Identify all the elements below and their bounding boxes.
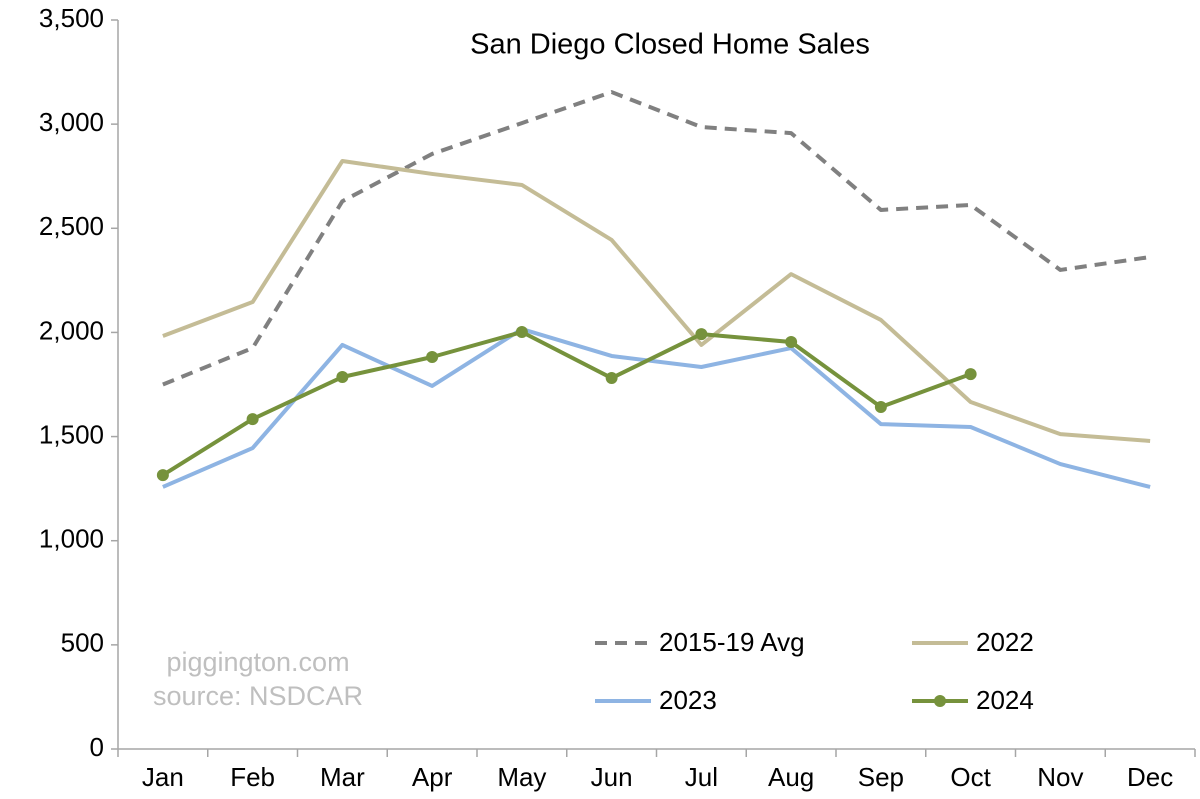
x-tick-label: Jan bbox=[142, 762, 184, 792]
annotation: piggington.com bbox=[166, 647, 349, 677]
legend-label: 2015-19 Avg bbox=[659, 627, 805, 657]
legend-label: 2024 bbox=[976, 685, 1034, 715]
y-tick-label: 500 bbox=[61, 628, 104, 658]
series-marker bbox=[156, 469, 169, 482]
y-tick-label: 1,500 bbox=[39, 419, 104, 449]
legend-label: 2023 bbox=[659, 685, 717, 715]
series-marker bbox=[336, 371, 349, 384]
annotation: source: NSDCAR bbox=[153, 681, 363, 711]
legend-label: 2022 bbox=[976, 627, 1034, 657]
y-tick-label: 1,000 bbox=[39, 524, 104, 554]
x-tick-label: Nov bbox=[1037, 762, 1083, 792]
x-tick-label: Feb bbox=[230, 762, 275, 792]
series-line bbox=[161, 330, 972, 477]
x-tick-label: May bbox=[497, 762, 546, 792]
y-tick-label: 2,000 bbox=[39, 315, 104, 345]
x-tick-label: Sep bbox=[858, 762, 904, 792]
series-line bbox=[162, 159, 1151, 443]
x-tick-label: Jul bbox=[685, 762, 718, 792]
series-marker bbox=[246, 413, 259, 426]
series-marker bbox=[695, 328, 708, 341]
series-marker bbox=[605, 372, 618, 385]
series-line bbox=[162, 90, 1151, 387]
x-tick-label: Aug bbox=[768, 762, 814, 792]
series-marker bbox=[964, 368, 977, 381]
chart-title: San Diego Closed Home Sales bbox=[470, 29, 870, 61]
series-marker bbox=[785, 336, 798, 349]
y-tick-label: 0 bbox=[90, 732, 104, 762]
legend-marker bbox=[934, 695, 946, 707]
x-tick-label: Dec bbox=[1127, 762, 1173, 792]
series-line bbox=[162, 327, 1151, 489]
y-tick-label: 2,500 bbox=[39, 211, 104, 241]
y-tick-label: 3,500 bbox=[39, 3, 104, 33]
x-tick-label: Jun bbox=[591, 762, 633, 792]
series-marker bbox=[874, 400, 887, 413]
x-tick-label: Oct bbox=[950, 762, 991, 792]
y-tick-label: 3,000 bbox=[39, 107, 104, 137]
x-tick-label: Mar bbox=[320, 762, 365, 792]
series-marker bbox=[515, 326, 528, 339]
x-tick-label: Apr bbox=[412, 762, 453, 792]
series-marker bbox=[426, 351, 439, 364]
